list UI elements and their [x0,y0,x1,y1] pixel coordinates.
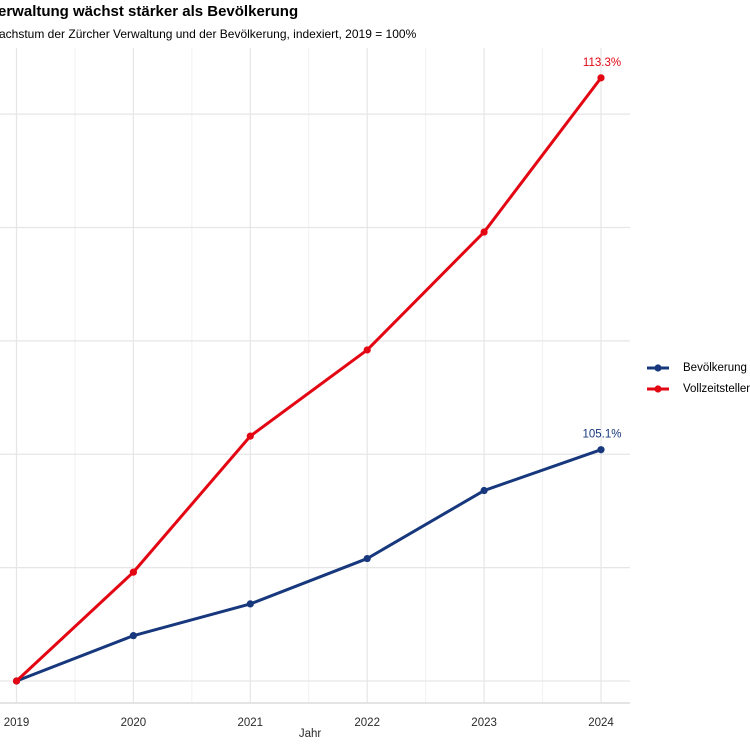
line-point-key-icon [647,385,669,393]
data-point[interactable] [129,632,137,640]
x-tick-label: 2023 [471,717,497,729]
x-tick-label: 2022 [354,717,380,729]
end-value-label: 105.1% [582,429,621,441]
data-point[interactable] [597,74,605,82]
data-point[interactable] [480,486,488,495]
data-point[interactable] [363,346,371,354]
data-point[interactable] [597,446,605,454]
data-point[interactable] [363,554,371,563]
data-point[interactable] [246,600,254,608]
series-line [15,448,603,683]
line-point-key-icon [647,364,669,372]
legend: Bevölkerung Vollzeitstellen V [646,362,750,395]
x-tick-label: 2021 [238,717,264,729]
x-tick-label: 2020 [121,717,147,729]
series-line [15,76,603,683]
end-value-label: 113.3% [583,57,621,69]
legend-item-bevoelkerung[interactable]: Bevölkerung [646,362,750,374]
data-point[interactable] [480,228,488,236]
data-point[interactable] [12,677,21,685]
x-tick-label: 2024 [588,717,614,729]
legend-item-vollzeitstellen[interactable]: Vollzeitstellen V [646,383,750,395]
legend-label: Vollzeitstellen V [683,383,750,395]
x-axis-title: Jahr [298,728,322,740]
chart-title: erwaltung wächst stärker als Bevölkerung [0,3,299,20]
data-point[interactable] [246,432,254,440]
chart-subtitle: achstum der Zürcher Verwaltung und der B… [0,27,417,41]
x-tick-label: 2019 [4,717,30,729]
data-point[interactable] [129,568,137,576]
legend-label: Bevölkerung [683,362,747,374]
